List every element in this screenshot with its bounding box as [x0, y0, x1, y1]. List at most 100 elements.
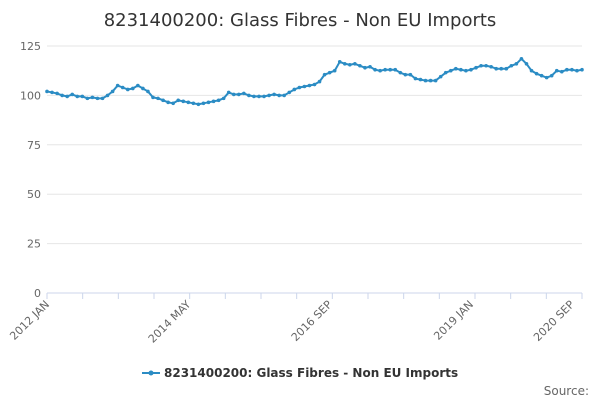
data-point[interactable]: [514, 61, 519, 66]
data-point[interactable]: [125, 87, 130, 92]
data-point[interactable]: [539, 73, 544, 78]
data-point[interactable]: [469, 67, 473, 72]
data-point[interactable]: [363, 65, 367, 70]
data-point[interactable]: [544, 75, 549, 80]
data-point[interactable]: [181, 99, 186, 104]
data-point[interactable]: [50, 90, 54, 95]
data-point[interactable]: [191, 101, 196, 106]
data-point[interactable]: [302, 84, 307, 89]
data-point[interactable]: [277, 93, 281, 98]
data-point[interactable]: [549, 73, 554, 78]
data-point[interactable]: [408, 72, 413, 77]
data-point[interactable]: [388, 67, 393, 72]
data-point[interactable]: [332, 68, 337, 73]
data-point[interactable]: [267, 93, 271, 98]
data-point[interactable]: [201, 101, 206, 106]
data-point[interactable]: [272, 92, 276, 97]
data-point[interactable]: [499, 66, 504, 71]
data-point[interactable]: [413, 76, 418, 81]
data-point[interactable]: [80, 94, 85, 99]
data-point[interactable]: [489, 64, 493, 69]
data-point[interactable]: [459, 67, 463, 72]
data-point[interactable]: [317, 79, 322, 84]
legend-label[interactable]: 8231400200: Glass Fibres - Non EU Import…: [164, 366, 458, 380]
data-point[interactable]: [65, 94, 69, 99]
data-point[interactable]: [161, 98, 165, 103]
data-point[interactable]: [262, 94, 266, 99]
data-point[interactable]: [75, 94, 80, 99]
data-point[interactable]: [186, 100, 191, 105]
data-point[interactable]: [519, 57, 524, 61]
data-point[interactable]: [307, 83, 312, 88]
data-point[interactable]: [282, 93, 287, 98]
data-point[interactable]: [373, 67, 377, 72]
data-point[interactable]: [156, 96, 160, 101]
data-point[interactable]: [580, 67, 584, 72]
data-point[interactable]: [393, 67, 398, 72]
data-point[interactable]: [257, 94, 261, 99]
data-point[interactable]: [322, 72, 327, 77]
data-point[interactable]: [287, 90, 292, 95]
data-point[interactable]: [105, 93, 110, 98]
data-point[interactable]: [529, 68, 534, 73]
data-point[interactable]: [166, 100, 170, 105]
data-point[interactable]: [575, 68, 579, 73]
data-point[interactable]: [383, 67, 387, 72]
data-point[interactable]: [438, 74, 443, 79]
data-point[interactable]: [534, 71, 539, 76]
data-point[interactable]: [171, 101, 175, 106]
data-point[interactable]: [554, 68, 559, 73]
data-point[interactable]: [378, 68, 382, 73]
data-point[interactable]: [297, 85, 302, 90]
data-point[interactable]: [242, 91, 246, 96]
data-point[interactable]: [423, 78, 428, 83]
data-point[interactable]: [236, 92, 241, 97]
data-point[interactable]: [337, 60, 342, 64]
data-point[interactable]: [418, 77, 423, 82]
data-point[interactable]: [484, 63, 488, 68]
data-point[interactable]: [206, 100, 211, 105]
data-point[interactable]: [196, 102, 201, 107]
data-point[interactable]: [211, 99, 216, 104]
data-point[interactable]: [398, 70, 403, 75]
data-point[interactable]: [348, 62, 352, 67]
data-point[interactable]: [479, 63, 483, 68]
data-point[interactable]: [85, 96, 90, 101]
data-point[interactable]: [90, 95, 95, 100]
data-point[interactable]: [327, 70, 332, 75]
data-point[interactable]: [131, 86, 135, 91]
data-point[interactable]: [115, 83, 120, 88]
data-point[interactable]: [448, 68, 453, 73]
data-point[interactable]: [353, 61, 357, 66]
data-point[interactable]: [95, 96, 100, 101]
data-point[interactable]: [247, 93, 251, 98]
data-point[interactable]: [358, 63, 362, 68]
data-point[interactable]: [146, 89, 150, 94]
data-point[interactable]: [45, 89, 49, 94]
data-point[interactable]: [443, 70, 448, 75]
data-point[interactable]: [570, 67, 574, 72]
data-point[interactable]: [509, 63, 514, 68]
data-point[interactable]: [494, 66, 498, 71]
data-point[interactable]: [312, 82, 317, 87]
data-point[interactable]: [474, 65, 478, 70]
data-point[interactable]: [136, 83, 140, 88]
data-point[interactable]: [70, 92, 75, 97]
data-point[interactable]: [55, 91, 59, 96]
data-point[interactable]: [560, 69, 564, 74]
data-point[interactable]: [454, 66, 458, 71]
data-point[interactable]: [464, 68, 468, 73]
data-point[interactable]: [141, 86, 145, 91]
data-point[interactable]: [120, 85, 125, 90]
data-point[interactable]: [216, 98, 221, 103]
data-point[interactable]: [60, 93, 64, 98]
data-point[interactable]: [403, 72, 408, 77]
data-point[interactable]: [151, 95, 155, 100]
legend[interactable]: 8231400200: Glass Fibres - Non EU Import…: [142, 366, 458, 380]
data-point[interactable]: [342, 61, 347, 66]
data-point[interactable]: [252, 94, 256, 99]
data-point[interactable]: [221, 96, 226, 101]
data-point[interactable]: [433, 78, 438, 83]
data-point[interactable]: [504, 66, 509, 71]
data-point[interactable]: [524, 61, 529, 66]
